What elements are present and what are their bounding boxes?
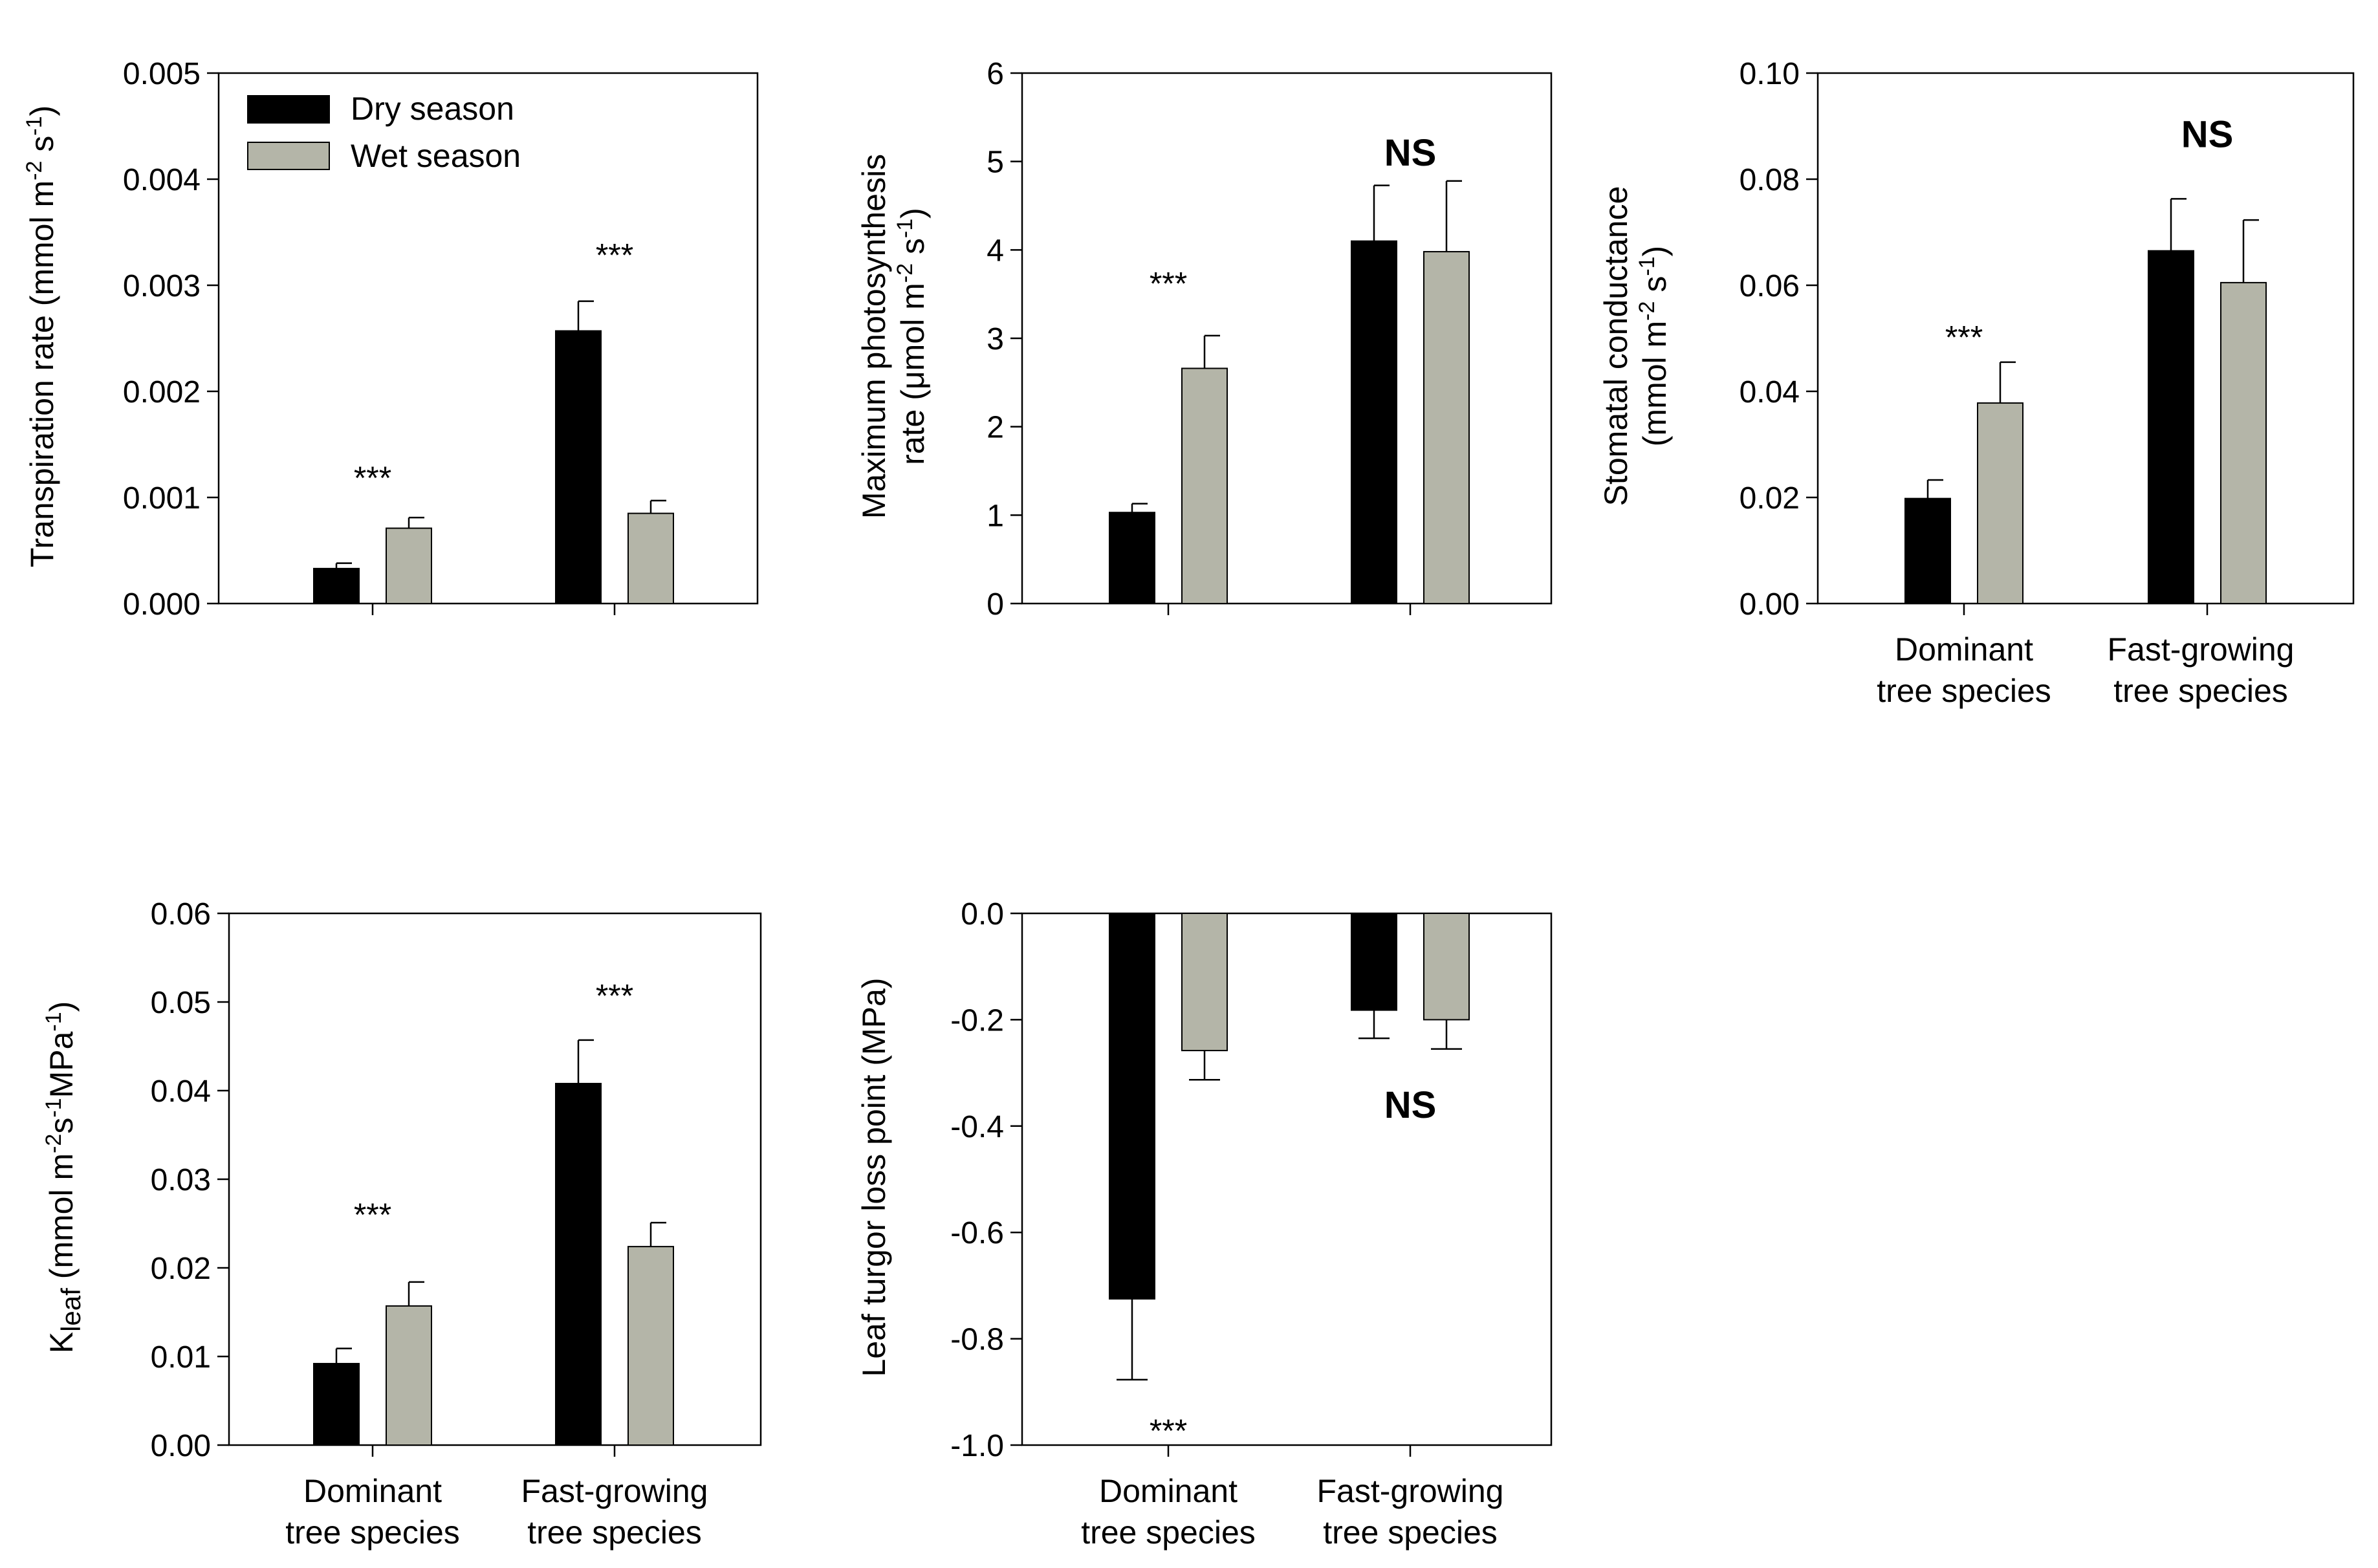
x-tick-label-turgor: tree species bbox=[1081, 1514, 1256, 1551]
legend-label-wet: Wet season bbox=[351, 138, 521, 174]
bar-wet-stomatal bbox=[2220, 281, 2267, 604]
panel-transpiration: Transpiration rate (mmol m-2 s-1) Dry se… bbox=[22, 57, 759, 622]
legend-swatch-wet bbox=[247, 142, 330, 170]
bar-wet-kleaf bbox=[627, 1246, 674, 1446]
y-tick-label-photosynthesis: 4 bbox=[987, 234, 1004, 268]
y-axis-label-transpiration: Transpiration rate (mmol m-2 s-1) bbox=[22, 105, 60, 567]
y-tick-label-transpiration: 0.000 bbox=[123, 587, 201, 622]
legend: Dry season Wet season bbox=[247, 91, 521, 174]
bar-dry-kleaf bbox=[313, 1362, 360, 1446]
y-tick-label-turgor: -0.8 bbox=[950, 1323, 1004, 1357]
bar-wet-transpiration bbox=[627, 512, 674, 604]
y-tick-label-stomatal: 0.10 bbox=[1740, 57, 1800, 91]
y-tick-label-photosynthesis: 5 bbox=[987, 146, 1004, 180]
significance-label-turgor: *** bbox=[1150, 1413, 1187, 1449]
y-tick-label-kleaf: 0.05 bbox=[151, 986, 211, 1020]
significance-label-photosynthesis: *** bbox=[1150, 265, 1187, 301]
x-tick-label-turgor: Dominant bbox=[1099, 1473, 1238, 1509]
bar-dry-photosynthesis bbox=[1351, 240, 1397, 604]
significance-label-kleaf: *** bbox=[596, 977, 633, 1014]
y-axis-label-stomatal-line2: (mmol m-2 s-1) bbox=[1635, 246, 1673, 446]
bar-dry-transpiration bbox=[555, 330, 602, 604]
x-tick-label-stomatal: tree species bbox=[1877, 673, 2051, 709]
y-tick-label-turgor: 0.0 bbox=[961, 897, 1004, 931]
x-tick-label-turgor: Fast-growing bbox=[1317, 1473, 1504, 1509]
y-tick-label-turgor: -0.2 bbox=[950, 1003, 1004, 1038]
x-tick-label-kleaf: Dominant bbox=[303, 1473, 442, 1509]
y-tick-label-kleaf: 0.02 bbox=[151, 1252, 211, 1286]
y-tick-label-stomatal: 0.00 bbox=[1740, 587, 1800, 622]
x-tick-label-stomatal: Fast-growing bbox=[2108, 631, 2295, 668]
y-tick-label-stomatal: 0.04 bbox=[1740, 375, 1800, 409]
y-tick-label-stomatal: 0.02 bbox=[1740, 481, 1800, 516]
ns-label-photosynthesis: NS bbox=[1384, 132, 1437, 174]
bar-dry-turgor bbox=[1109, 913, 1155, 1300]
x-tick-label-stomatal: Dominant bbox=[1895, 631, 2033, 668]
y-tick-label-kleaf: 0.06 bbox=[151, 897, 211, 931]
y-tick-label-transpiration: 0.004 bbox=[123, 163, 201, 197]
y-tick-label-kleaf: 0.00 bbox=[151, 1429, 211, 1463]
y-tick-label-photosynthesis: 6 bbox=[987, 57, 1004, 91]
panel-photosynthesis: Maximum photosynthesis rate (μmol m-2 s-… bbox=[856, 57, 1553, 622]
plot-frame-kleaf bbox=[228, 912, 762, 1446]
y-tick-label-kleaf: 0.01 bbox=[151, 1340, 211, 1375]
ns-label-turgor: NS bbox=[1384, 1084, 1437, 1126]
y-axis-label-turgor: Leaf turgor loss point (MPa) bbox=[856, 978, 892, 1377]
bar-wet-stomatal bbox=[1977, 402, 2023, 604]
y-tick-label-transpiration: 0.005 bbox=[123, 57, 201, 91]
x-tick-label-stomatal: tree species bbox=[2113, 673, 2288, 709]
y-tick-label-photosynthesis: 0 bbox=[987, 587, 1004, 622]
x-tick-label-turgor: tree species bbox=[1323, 1514, 1498, 1551]
panel-kleaf: Kleaf (mmol m-2s-1MPa-1) 0.00 0.01 0.02 0.0… bbox=[41, 897, 762, 1551]
legend-swatch-dry bbox=[247, 95, 330, 124]
bar-wet-photosynthesis bbox=[1423, 251, 1470, 605]
plot-frame-photosynthesis bbox=[1021, 72, 1553, 605]
y-tick-label-transpiration: 0.002 bbox=[123, 375, 201, 409]
x-tick-label-kleaf: Fast-growing bbox=[521, 1473, 708, 1509]
bar-wet-turgor bbox=[1181, 913, 1228, 1052]
significance-label-kleaf: *** bbox=[354, 1197, 391, 1233]
plot-frame-turgor bbox=[1021, 912, 1553, 1446]
y-axis-label-photosynthesis-line1: Maximum photosynthesis bbox=[856, 154, 892, 519]
y-tick-label-turgor: -1.0 bbox=[950, 1429, 1004, 1463]
bar-dry-kleaf bbox=[555, 1083, 602, 1446]
ns-label-stomatal: NS bbox=[2181, 113, 2234, 155]
bar-dry-stomatal bbox=[2148, 250, 2194, 604]
y-axis-label-kleaf: Kleaf (mmol m-2s-1MPa-1) bbox=[41, 1001, 86, 1354]
y-tick-label-transpiration: 0.003 bbox=[123, 269, 201, 303]
y-tick-label-photosynthesis: 2 bbox=[987, 411, 1004, 445]
y-axis-label-stomatal-line1: Stomatal conductance bbox=[1598, 186, 1634, 506]
panel-turgor: Leaf turgor loss point (MPa) 0.0 -0.2 -0.4… bbox=[856, 897, 1553, 1551]
y-tick-label-transpiration: 0.001 bbox=[123, 481, 201, 516]
y-tick-label-photosynthesis: 3 bbox=[987, 322, 1004, 356]
bar-dry-transpiration bbox=[313, 567, 360, 605]
legend-label-dry: Dry season bbox=[351, 91, 514, 127]
significance-label-transpiration: *** bbox=[596, 237, 633, 274]
y-tick-label-turgor: -0.6 bbox=[950, 1216, 1004, 1250]
bar-dry-turgor bbox=[1351, 913, 1397, 1011]
y-tick-label-kleaf: 0.04 bbox=[151, 1074, 211, 1109]
bar-dry-stomatal bbox=[1904, 497, 1951, 605]
y-tick-label-stomatal: 0.06 bbox=[1740, 269, 1800, 303]
y-tick-label-stomatal: 0.08 bbox=[1740, 163, 1800, 197]
plot-frame-stomatal bbox=[1816, 72, 2355, 605]
x-tick-label-kleaf: tree species bbox=[285, 1514, 460, 1551]
y-tick-label-kleaf: 0.03 bbox=[151, 1163, 211, 1197]
plot-frame-transpiration bbox=[217, 72, 759, 605]
bar-wet-photosynthesis bbox=[1181, 367, 1228, 604]
panel-stomatal: Stomatal conductance (mmol m-2 s-1) 0.00… bbox=[1598, 57, 2355, 709]
significance-label-stomatal: *** bbox=[1945, 320, 1983, 356]
y-tick-label-turgor: -0.4 bbox=[950, 1110, 1004, 1144]
y-axis-label-photosynthesis-line2: rate (μmol m-2 s-1) bbox=[893, 208, 931, 465]
x-tick-label-kleaf: tree species bbox=[527, 1514, 702, 1551]
bar-wet-kleaf bbox=[386, 1305, 432, 1446]
bar-wet-transpiration bbox=[386, 527, 432, 604]
significance-label-transpiration: *** bbox=[354, 460, 391, 496]
bar-dry-photosynthesis bbox=[1109, 512, 1155, 604]
bar-wet-turgor bbox=[1423, 913, 1470, 1021]
y-tick-label-photosynthesis: 1 bbox=[987, 499, 1004, 533]
